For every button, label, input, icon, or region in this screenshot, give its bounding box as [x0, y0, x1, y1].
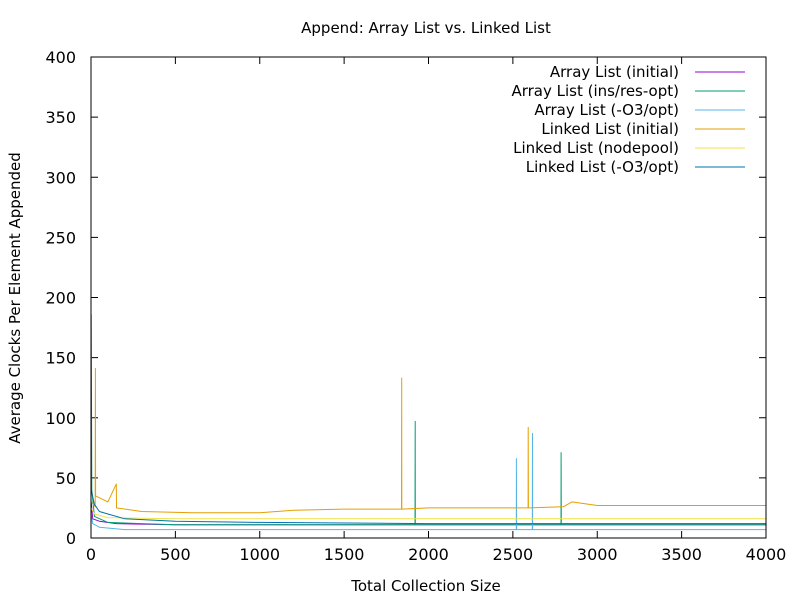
- x-tick-label: 1000: [239, 545, 280, 564]
- x-tick-label: 0: [86, 545, 96, 564]
- legend-item: Array List (ins/res-opt): [511, 82, 745, 100]
- legend-label: Linked List (initial): [541, 120, 679, 138]
- series-line-3: [90, 432, 766, 531]
- legend-label: Linked List (-O3/opt): [526, 158, 679, 176]
- y-tick-label: 100: [45, 409, 76, 428]
- legend-label: Array List (-O3/opt): [534, 101, 679, 119]
- legend-item: Linked List (initial): [541, 120, 745, 138]
- x-tick-label: 4000: [746, 545, 787, 564]
- legend-label: Linked List (nodepool): [513, 139, 679, 157]
- x-tick-label: 3500: [661, 545, 702, 564]
- x-tick-label: 2000: [408, 545, 449, 564]
- y-tick-label: 400: [45, 48, 76, 67]
- series-line-6: [90, 489, 766, 525]
- y-tick-label: 350: [45, 108, 76, 127]
- legend-item: Linked List (nodepool): [513, 139, 745, 157]
- chart-title: Append: Array List vs. Linked List: [301, 19, 551, 37]
- legend-label: Array List (initial): [550, 63, 679, 81]
- y-tick-label: 250: [45, 228, 76, 247]
- y-axis-label: Average Clocks Per Element Appended: [6, 152, 24, 444]
- legend-item: Array List (initial): [550, 63, 745, 81]
- legend-item: Linked List (-O3/opt): [526, 158, 745, 176]
- legend: Array List (initial)Array List (ins/res-…: [511, 63, 745, 176]
- y-tick-label: 200: [45, 289, 76, 308]
- legend-item: Array List (-O3/opt): [534, 101, 745, 119]
- x-tick-label: 3000: [577, 545, 618, 564]
- plot-frame: [90, 56, 767, 539]
- x-axis-label: Total Collection Size: [350, 577, 501, 595]
- x-tick-label: 1500: [324, 545, 365, 564]
- y-tick-label: 300: [45, 168, 76, 187]
- y-tick-label: 0: [66, 529, 76, 548]
- x-tick-label: 500: [160, 545, 191, 564]
- axis-ticks: 0 500 1000 1500 2000 2500 3000 3500 4000 0 50 100 15…: [45, 48, 786, 564]
- series-line-2: [90, 314, 766, 526]
- y-tick-label: 150: [45, 349, 76, 368]
- legend-label: Array List (ins/res-opt): [511, 82, 679, 100]
- series-line-5: [90, 507, 766, 520]
- plot-lines: [90, 314, 766, 531]
- series-line-4: [90, 367, 766, 514]
- y-tick-label: 50: [56, 469, 76, 488]
- x-tick-label: 2500: [493, 545, 534, 564]
